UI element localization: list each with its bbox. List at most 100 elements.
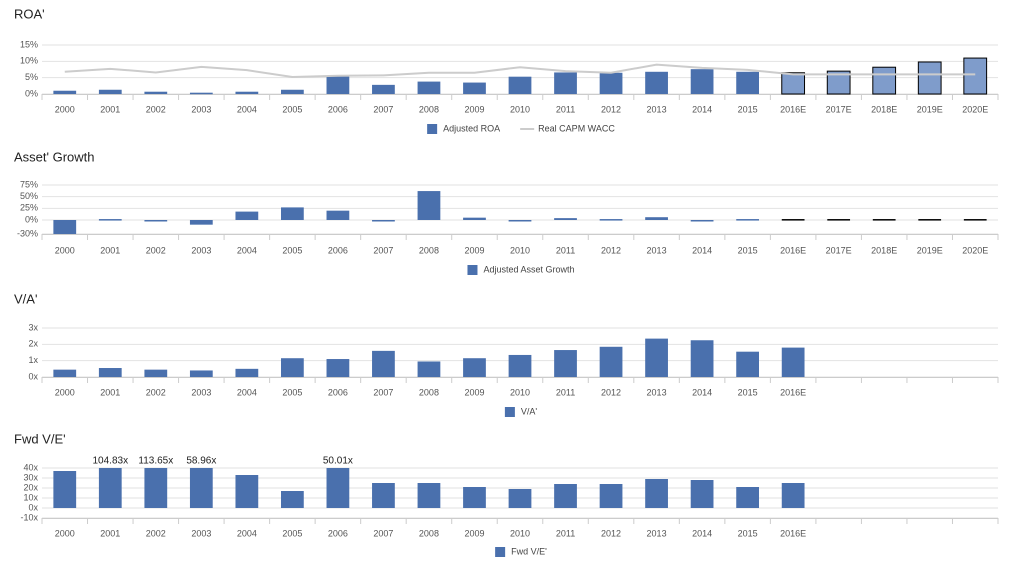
bar [144,91,168,94]
bar [645,71,668,94]
bar [736,351,759,377]
y-tick-label: 10x [23,492,38,502]
bar [417,191,441,220]
bar [417,483,441,508]
bar [189,370,213,377]
bar [372,350,395,377]
y-tick-label: -10x [20,512,38,522]
bar [417,361,441,377]
x-tick-label: 2012 [601,387,621,397]
bar [690,69,714,94]
bar [281,207,304,220]
x-tick-label: 2000 [55,104,75,114]
bar [690,220,714,222]
x-tick-label: 2014 [692,104,712,114]
bar [281,89,304,94]
x-tick-label: 2009 [464,387,484,397]
y-tick-label: 0% [25,214,38,224]
bar [235,368,259,377]
x-tick-label: 2016E [780,528,806,538]
y-tick-label: 1x [28,355,38,365]
y-tick-label: 0x [28,371,38,381]
bar [189,220,213,225]
x-tick-label: 2004 [237,528,257,538]
x-tick-label: 2012 [601,245,621,255]
x-tick-label: 2013 [647,387,667,397]
x-tick-label: 2020E [962,245,988,255]
x-tick-label: 2004 [237,387,257,397]
x-tick-label: 2015 [738,245,758,255]
bar [554,218,577,220]
bar [872,219,896,221]
x-tick-label: 2017E [826,104,852,114]
x-tick-label: 2019E [917,245,943,255]
x-tick-label: 2004 [237,104,257,114]
x-tick-label: 2002 [146,104,166,114]
x-tick-label: 2009 [464,104,484,114]
bar [326,210,350,220]
legend-swatch [427,124,438,134]
x-tick-label: 2017E [826,245,852,255]
y-tick-label: 0% [25,88,38,98]
x-tick-label: 2010 [510,387,530,397]
x-tick-label: 2010 [510,528,530,538]
bar [963,219,987,221]
x-tick-label: 2005 [282,528,302,538]
bar [281,358,304,377]
x-tick-label: 2005 [282,387,302,397]
bar [235,475,259,508]
x-tick-label: 2007 [373,104,393,114]
x-tick-label: 2001 [100,528,120,538]
x-tick-label: 2011 [556,387,575,397]
x-tick-label: 2006 [328,387,348,397]
x-tick-label: 2003 [191,104,211,114]
y-tick-label: 5% [25,72,38,82]
bar [326,359,350,377]
bar [508,76,532,94]
x-tick-label: 2019E [917,104,943,114]
x-tick-label: 2014 [692,528,712,538]
legend-label: V/A' [521,406,538,416]
x-tick-label: 2018E [871,245,897,255]
x-tick-label: 2001 [100,387,120,397]
bar [189,468,213,508]
x-tick-label: 2007 [373,245,393,255]
x-tick-label: 2011 [556,245,575,255]
x-tick-label: 2003 [191,245,211,255]
bar [144,369,168,377]
bar [827,219,851,221]
line [64,63,976,79]
y-tick-label: 50% [20,191,38,201]
bar [918,219,942,221]
legend-label: Adjusted ROA [443,123,500,133]
y-tick-label: 40x [23,462,38,472]
bar [326,468,350,508]
value-label: 113.65x [138,456,173,467]
bar [917,61,942,95]
x-tick-label: 2016E [780,387,806,397]
x-tick-label: 2006 [328,245,348,255]
x-tick-label: 2016E [780,245,806,255]
x-tick-label: 2008 [419,245,439,255]
y-tick-label: 3x [28,322,38,332]
y-tick-label: 2x [28,339,38,349]
y-tick-label: -30% [17,228,38,238]
bar [599,72,623,94]
y-tick-label: 25% [20,203,38,213]
x-tick-label: 2010 [510,104,530,114]
bar [554,72,577,94]
bar [281,491,304,508]
bar [645,338,668,377]
bar [463,217,486,220]
bar [826,70,851,95]
bar [463,358,486,377]
chart-title: ROA' [14,6,45,21]
x-tick-label: 2007 [373,387,393,397]
x-tick-label: 2000 [55,245,75,255]
x-tick-label: 2013 [647,528,667,538]
bar [144,468,168,508]
x-tick-label: 2009 [464,245,484,255]
bar [781,72,806,95]
x-tick-label: 2005 [282,104,302,114]
bar [554,484,577,508]
